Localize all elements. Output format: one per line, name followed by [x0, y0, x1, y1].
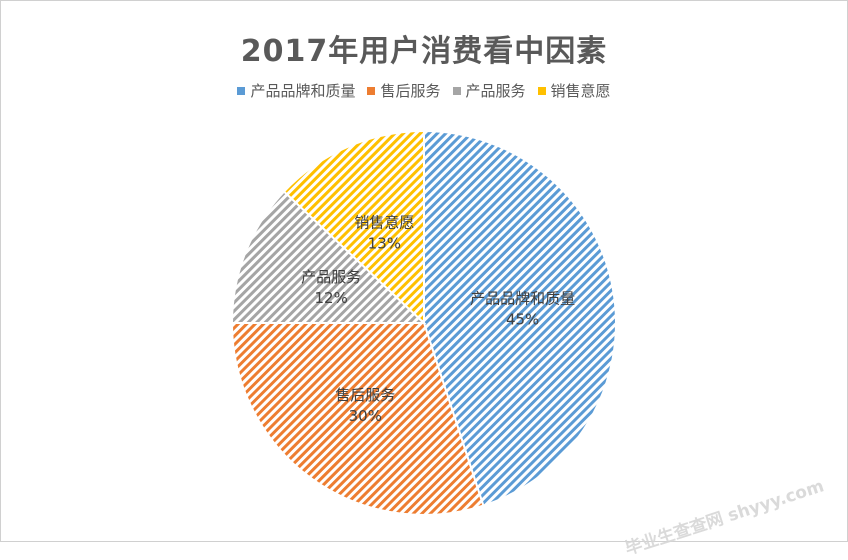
slice-after-sales-percent-label: 30%: [349, 407, 382, 425]
slice-sales-willingness-category-label: 销售意愿: [354, 213, 414, 231]
slice-brand-quality-percent-label: 45%: [506, 310, 539, 328]
chart-legend: 产品品牌和质量 售后服务 产品服务 销售意愿: [0, 80, 848, 101]
chart-title: 2017年用户消费看中因素: [240, 34, 608, 69]
pie-slice-labels: 产品品牌和质量 45% 售后服务 30% 产品服务 12% 销售意愿 13%: [301, 213, 575, 424]
legend-label-product-service: 产品服务: [465, 82, 526, 100]
pie-slices: [230, 129, 617, 516]
slice-after-sales-category-label: 售后服务: [335, 386, 395, 404]
legend-item-brand-quality: 产品品牌和质量: [237, 80, 355, 101]
legend-item-product-service: 产品服务: [452, 80, 526, 101]
slice-sales-willingness: [282, 129, 425, 326]
slice-sales-willingness-percent-label: 13%: [368, 234, 401, 252]
legend-item-after-sales: 售后服务: [367, 80, 441, 101]
legend-swatch-after-sales: [367, 86, 376, 95]
legend-label-brand-quality: 产品品牌和质量: [250, 82, 356, 100]
slice-brand-quality: [423, 129, 617, 507]
legend-label-after-sales: 售后服务: [380, 82, 441, 100]
legend-label-sales-willingness: 销售意愿: [550, 82, 611, 100]
slice-product-service-percent-label: 12%: [314, 289, 347, 307]
legend-swatch-product-service: [452, 86, 461, 95]
slice-brand-quality-category-label: 产品品牌和质量: [470, 289, 575, 307]
pie-chart: 产品品牌和质量 45% 售后服务 30% 产品服务 12% 销售意愿 13%: [230, 129, 617, 516]
legend-swatch-brand-quality: [237, 86, 246, 95]
legend-swatch-sales-willingness: [537, 86, 546, 95]
slice-product-service-category-label: 产品服务: [301, 268, 361, 286]
slice-product-service: [230, 190, 427, 324]
slice-after-sales: [230, 322, 485, 516]
legend-item-sales-willingness: 销售意愿: [537, 80, 611, 101]
